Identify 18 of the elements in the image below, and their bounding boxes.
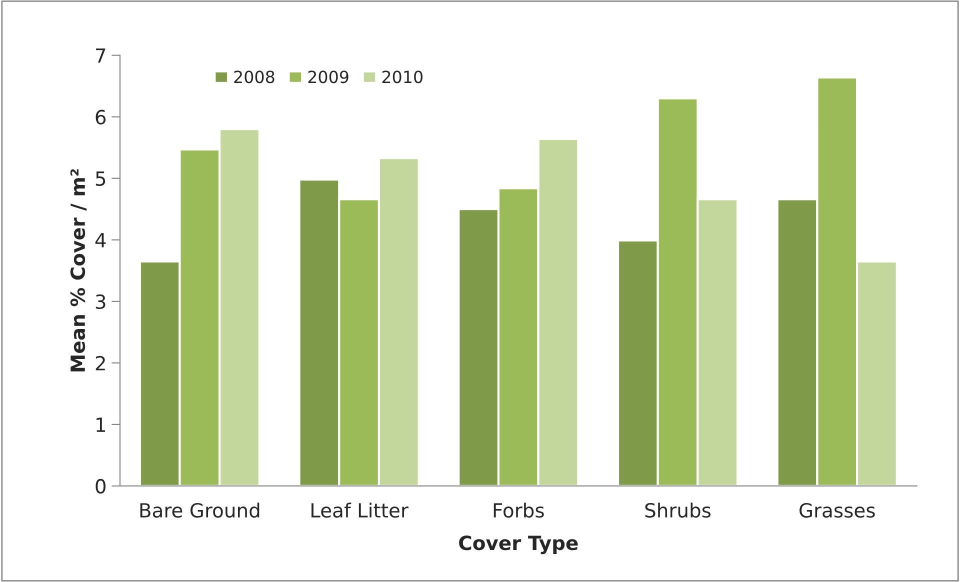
y-tick-label: 4	[95, 233, 106, 248]
y-tick-label: 1	[96, 418, 106, 432]
x-tick-label: Grasses	[800, 502, 875, 518]
x-axis-title: Cover Type	[459, 536, 578, 554]
y-tick-label: 2	[96, 356, 105, 370]
legend-label: 2010	[382, 70, 422, 84]
x-tick-label: Leaf Litter	[312, 502, 408, 518]
y-tick-label: 6	[96, 110, 106, 124]
y-tick-label: 5	[96, 172, 106, 186]
y-axis-title: Mean % Cover / m²	[70, 169, 87, 372]
x-tick-label: Shrubs	[645, 502, 711, 518]
x-tick-label: Bare Ground	[140, 502, 260, 518]
y-tick-label: 3	[96, 294, 106, 310]
y-tick-label: 7	[96, 48, 106, 63]
legend-label: 2008	[234, 70, 274, 84]
legend-label: 2009	[308, 70, 348, 84]
x-tick-label: Forbs	[494, 502, 544, 518]
y-tick-label: 0	[96, 478, 106, 494]
